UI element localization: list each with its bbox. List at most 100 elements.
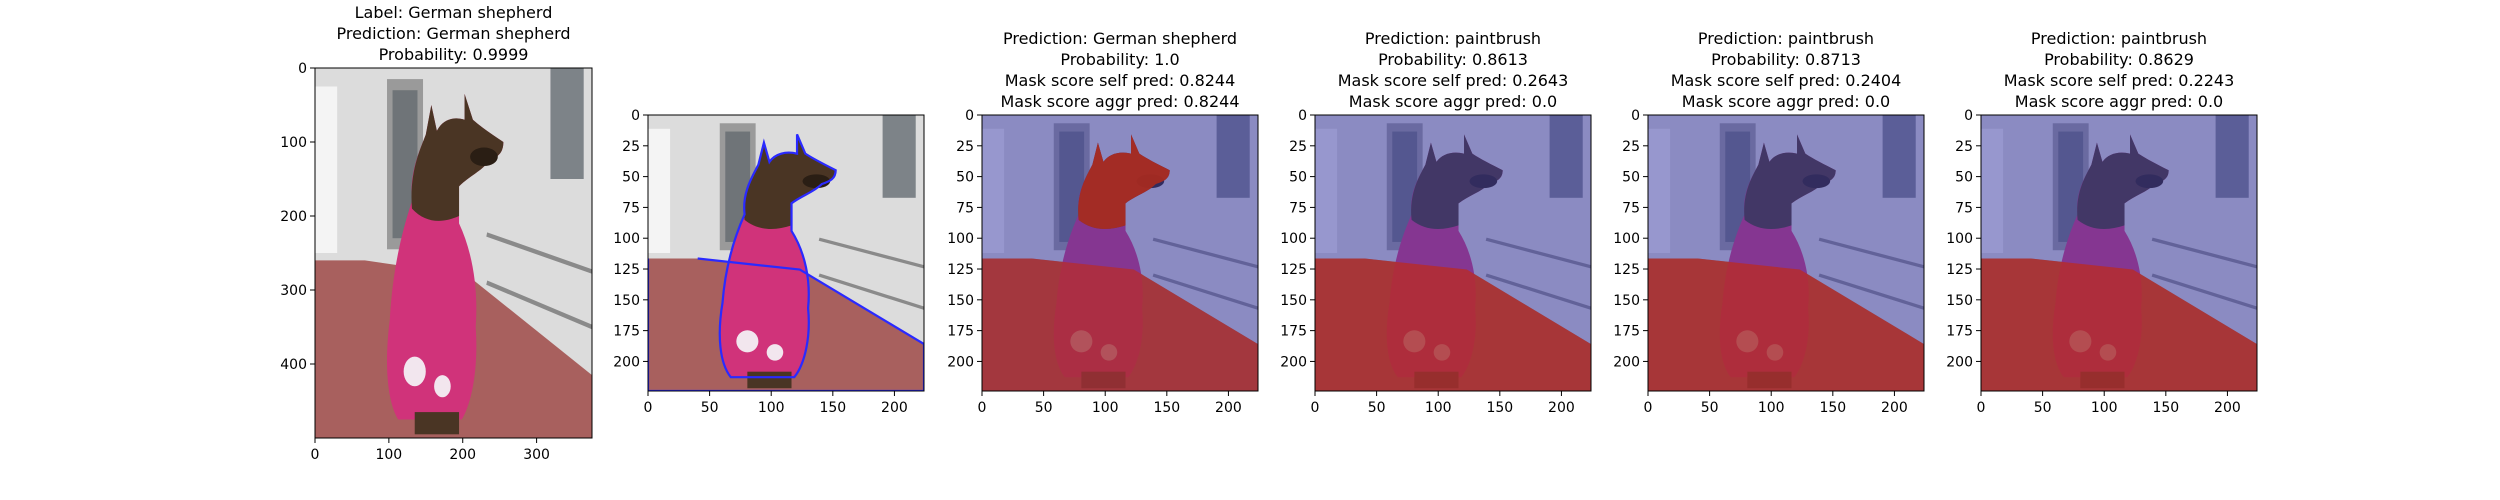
- y-tick-label: 150: [1613, 293, 1640, 309]
- paw-print: [736, 330, 759, 353]
- railing-lower: [486, 280, 592, 330]
- x-tick-label: 0: [1644, 400, 1653, 416]
- y-tick-label: 150: [1946, 293, 1973, 309]
- y-tick-label: 50: [1622, 170, 1640, 186]
- panel-3: 0 50 100 150 200 0 25 50 75 100 125 150 175 200 Predic…: [947, 29, 1259, 416]
- y-tick-label: 125: [1946, 262, 1973, 278]
- y-tick-label: 25: [956, 139, 974, 155]
- axes-frame: [1980, 114, 2258, 392]
- y-tick-label: 175: [1613, 324, 1640, 340]
- railing: [486, 232, 592, 274]
- image-panel: [315, 68, 592, 439]
- x-tick-label: 0: [644, 400, 653, 416]
- y-tick-label: 75: [622, 200, 640, 216]
- y-tick-label: 100: [1946, 231, 1973, 247]
- y-tick-label: 0: [965, 108, 974, 124]
- y-tick-label: 200: [613, 354, 640, 370]
- y-tick-label: 400: [280, 357, 307, 373]
- y-tick-label: 75: [1289, 200, 1307, 216]
- x-tick-label: 200: [1881, 400, 1908, 416]
- y-tick-label: 200: [280, 209, 307, 225]
- y-tick-label: 125: [1280, 262, 1307, 278]
- doorway: [648, 128, 671, 253]
- y-tick-label: 50: [1955, 170, 1973, 186]
- y-tick-label: 150: [613, 293, 640, 309]
- y-tick-label: 0: [631, 108, 640, 124]
- y-tick-label: 0: [1298, 108, 1307, 124]
- x-tick-label: 200: [449, 447, 476, 463]
- y-tick-label: 200: [1613, 354, 1640, 370]
- y-tick-label: 200: [947, 354, 974, 370]
- y-tick-label: 0: [1964, 108, 1973, 124]
- x-tick-label: 0: [978, 400, 987, 416]
- dog-snout: [802, 174, 831, 189]
- y-tick-label: 300: [280, 283, 307, 299]
- y-tick-label: 75: [1955, 200, 1973, 216]
- axes-frame: [1314, 114, 1592, 392]
- dog-snout: [470, 147, 498, 167]
- y-tick-label: 25: [1622, 139, 1640, 155]
- panel-title-line: Prediction: paintbrush: [1365, 29, 1541, 48]
- panel-title-line: Mask score self pred: 0.2643: [1338, 71, 1569, 90]
- axes-frame: [1647, 114, 1925, 392]
- y-tick-label: 100: [280, 135, 307, 151]
- y-tick-label: 25: [622, 139, 640, 155]
- x-tick-label: 100: [1758, 400, 1785, 416]
- doorway: [315, 86, 338, 253]
- panel-title-line: Probability: 1.0: [1060, 50, 1179, 69]
- y-tick-label: 175: [613, 324, 640, 340]
- x-tick-label: 200: [2214, 400, 2241, 416]
- panel-title-line: Prediction: German shepherd: [1003, 29, 1237, 48]
- dog-legs: [414, 412, 460, 435]
- panel-5: 0 50 100 150 200 0 25 50 75 100 125 150 175 200 Predic…: [1613, 29, 1925, 416]
- image-panel: [648, 115, 924, 391]
- paw-print: [434, 375, 451, 398]
- y-tick-label: 100: [1613, 231, 1640, 247]
- y-tick-label: 125: [1613, 262, 1640, 278]
- panel-2: 0 50 100 150 200 0 25 50 75 100 125 150 175 200: [613, 108, 925, 416]
- x-tick-label: 200: [1215, 400, 1242, 416]
- y-tick-label: 175: [1280, 324, 1307, 340]
- x-tick-label: 200: [1548, 400, 1575, 416]
- panel-title-line: Prediction: paintbrush: [2031, 29, 2207, 48]
- panel-title-line: Label: German shepherd: [355, 3, 553, 22]
- x-tick-label: 50: [1701, 400, 1719, 416]
- y-tick-label: 0: [1631, 108, 1640, 124]
- panel-title-line: Mask score aggr pred: 0.0: [1682, 92, 1890, 111]
- y-tick-label: 100: [1280, 231, 1307, 247]
- mask-overlay-floor: [1315, 258, 1591, 391]
- y-tick-label: 125: [613, 262, 640, 278]
- y-tick-label: 100: [613, 231, 640, 247]
- y-tick-label: 175: [1946, 324, 1973, 340]
- x-tick-label: 100: [1425, 400, 1452, 416]
- paw-print: [403, 356, 426, 387]
- y-tick-label: 50: [622, 170, 640, 186]
- y-tick-label: 75: [956, 200, 974, 216]
- y-tick-label: 25: [1289, 139, 1307, 155]
- axes-frame: [314, 67, 593, 439]
- y-tick-label: 50: [1289, 170, 1307, 186]
- panel-title-line: Mask score self pred: 0.8244: [1005, 71, 1236, 90]
- x-tick-label: 150: [1486, 400, 1513, 416]
- y-tick-label: 0: [298, 61, 307, 77]
- mask-overlay-floor: [1648, 258, 1924, 391]
- panel-title-line: Probability: 0.8713: [1711, 50, 1861, 69]
- x-tick-label: 100: [2091, 400, 2118, 416]
- dog-head: [744, 134, 836, 230]
- panel-title-line: Prediction: German shepherd: [336, 24, 570, 43]
- x-tick-label: 50: [1035, 400, 1053, 416]
- y-tick-label: 25: [1955, 139, 1973, 155]
- y-tick-label: 200: [1280, 354, 1307, 370]
- mask-overlay-floor: [1981, 258, 2257, 391]
- x-tick-label: 200: [881, 400, 908, 416]
- x-tick-label: 100: [375, 447, 402, 463]
- x-tick-label: 0: [1977, 400, 1986, 416]
- dog-head: [411, 93, 504, 221]
- window: [550, 68, 584, 179]
- panel-title-line: Prediction: paintbrush: [1698, 29, 1874, 48]
- y-tick-label: 150: [1280, 293, 1307, 309]
- x-tick-label: 150: [819, 400, 846, 416]
- image-panel: [982, 115, 1258, 391]
- dog-legs: [747, 371, 792, 389]
